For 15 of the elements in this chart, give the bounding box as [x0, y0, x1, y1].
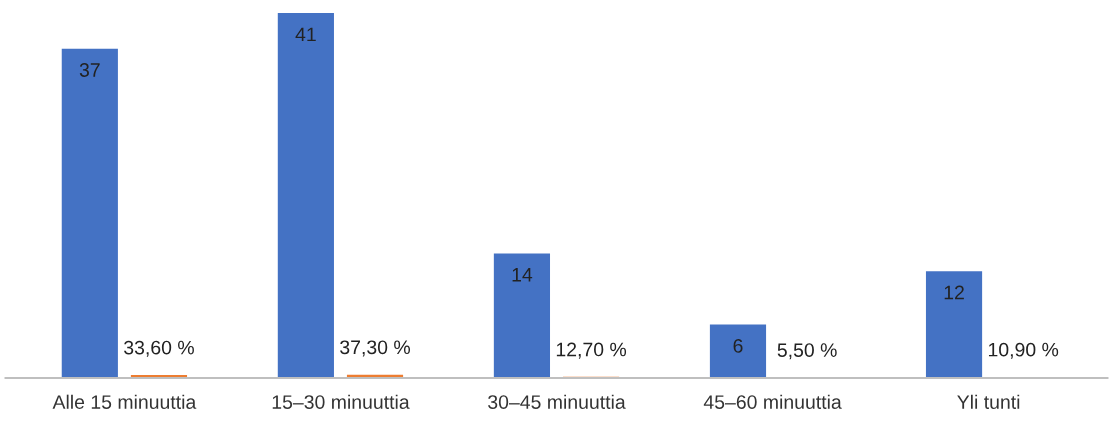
data-label: 33,60 % — [124, 340, 194, 357]
x-tick-label: 15–30 minuuttia — [272, 394, 410, 409]
data-label: 10,90 % — [988, 342, 1059, 359]
x-tick-label: Alle 15 minuuttia — [52, 394, 197, 409]
data-label: 12 — [944, 285, 964, 300]
data-label: 37,30 % — [340, 340, 410, 357]
data-label: 37 — [79, 63, 100, 77]
data-label: 5,50 % — [777, 343, 837, 360]
data-label: 6 — [733, 339, 743, 353]
x-tick-label: 45–60 minuuttia — [703, 394, 842, 409]
data-label: 12,70 % — [556, 342, 627, 359]
data-label: 14 — [512, 268, 533, 282]
x-tick-label: Yli tunti — [957, 394, 1020, 409]
x-tick-label: 30–45 minuuttia — [488, 394, 626, 409]
data-label: 41 — [295, 27, 316, 42]
